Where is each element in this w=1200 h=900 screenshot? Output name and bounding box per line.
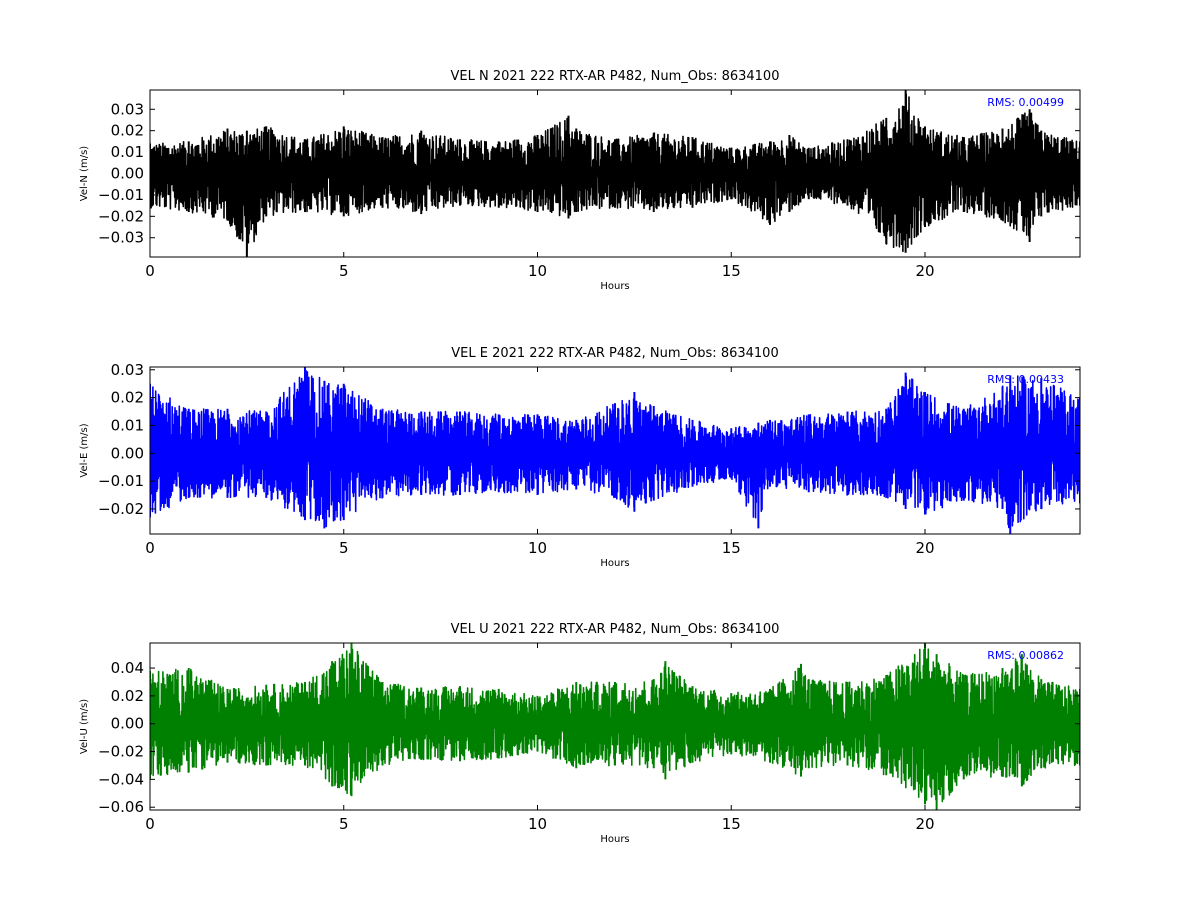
y-axis-label: Vel-N (m/s) bbox=[79, 146, 90, 201]
x-axis-label: Hours bbox=[600, 281, 629, 292]
x-tick-label: 15 bbox=[722, 539, 741, 557]
x-tick-label: 5 bbox=[339, 539, 349, 557]
y-tick-label: 0.00 bbox=[111, 444, 144, 462]
y-tick-label: −0.02 bbox=[98, 207, 144, 225]
y-tick-label: 0.00 bbox=[111, 165, 144, 183]
x-tick-label: 15 bbox=[722, 815, 741, 833]
chart-title: VEL N 2021 222 RTX-AR P482, Num_Obs: 863… bbox=[451, 69, 780, 84]
x-tick-label: 5 bbox=[339, 815, 349, 833]
y-tick-label: −0.04 bbox=[98, 770, 144, 788]
x-tick-label: 20 bbox=[915, 815, 934, 833]
y-tick-label: 0.01 bbox=[111, 143, 144, 161]
x-tick-label: 20 bbox=[915, 539, 934, 557]
y-tick-label: 0.00 bbox=[111, 715, 144, 733]
data-clip-group bbox=[150, 643, 1080, 810]
rms-annotation: RMS: 0.00862 bbox=[987, 649, 1064, 662]
x-tick-label: 20 bbox=[915, 262, 934, 280]
y-tick-label: 0.03 bbox=[111, 100, 144, 118]
data-clip-group bbox=[150, 367, 1080, 534]
x-tick-label: 5 bbox=[339, 262, 349, 280]
chart-panel-2: VEL E 2021 222 RTX-AR P482, Num_Obs: 863… bbox=[79, 346, 1081, 569]
x-tick-label: 10 bbox=[528, 539, 547, 557]
x-tick-label: 0 bbox=[145, 539, 155, 557]
y-tick-label: 0.02 bbox=[111, 389, 144, 407]
y-tick-label: −0.03 bbox=[98, 229, 144, 247]
chart-title: VEL U 2021 222 RTX-AR P482, Num_Obs: 863… bbox=[451, 622, 780, 637]
y-tick-label: 0.02 bbox=[111, 687, 144, 705]
y-tick-label: −0.02 bbox=[98, 500, 144, 518]
x-tick-label: 0 bbox=[145, 262, 155, 280]
chart-title: VEL E 2021 222 RTX-AR P482, Num_Obs: 863… bbox=[451, 346, 778, 361]
x-tick-label: 15 bbox=[722, 262, 741, 280]
x-tick-label: 10 bbox=[528, 815, 547, 833]
y-tick-label: 0.03 bbox=[111, 361, 144, 379]
y-tick-label: −0.01 bbox=[98, 472, 144, 490]
x-axis-label: Hours bbox=[600, 834, 629, 845]
chart-panel-3: VEL U 2021 222 RTX-AR P482, Num_Obs: 863… bbox=[79, 622, 1081, 845]
y-axis-label: Vel-U (m/s) bbox=[79, 699, 90, 754]
plot-frame bbox=[149, 366, 1081, 535]
y-tick-label: 0.04 bbox=[111, 659, 144, 677]
plot-frame bbox=[149, 642, 1081, 811]
y-tick-label: −0.01 bbox=[98, 186, 144, 204]
x-axis-label: Hours bbox=[600, 558, 629, 569]
data-clip-group bbox=[150, 90, 1080, 257]
y-tick-label: −0.06 bbox=[98, 798, 144, 816]
chart-panel-1: VEL N 2021 222 RTX-AR P482, Num_Obs: 863… bbox=[79, 69, 1081, 292]
y-axis-label: Vel-E (m/s) bbox=[79, 423, 90, 477]
x-tick-label: 0 bbox=[145, 815, 155, 833]
rms-annotation: RMS: 0.00433 bbox=[987, 373, 1064, 386]
x-tick-label: 10 bbox=[528, 262, 547, 280]
y-tick-label: 0.01 bbox=[111, 416, 144, 434]
y-tick-label: −0.02 bbox=[98, 743, 144, 761]
rms-annotation: RMS: 0.00499 bbox=[987, 96, 1064, 109]
y-tick-label: 0.02 bbox=[111, 122, 144, 140]
